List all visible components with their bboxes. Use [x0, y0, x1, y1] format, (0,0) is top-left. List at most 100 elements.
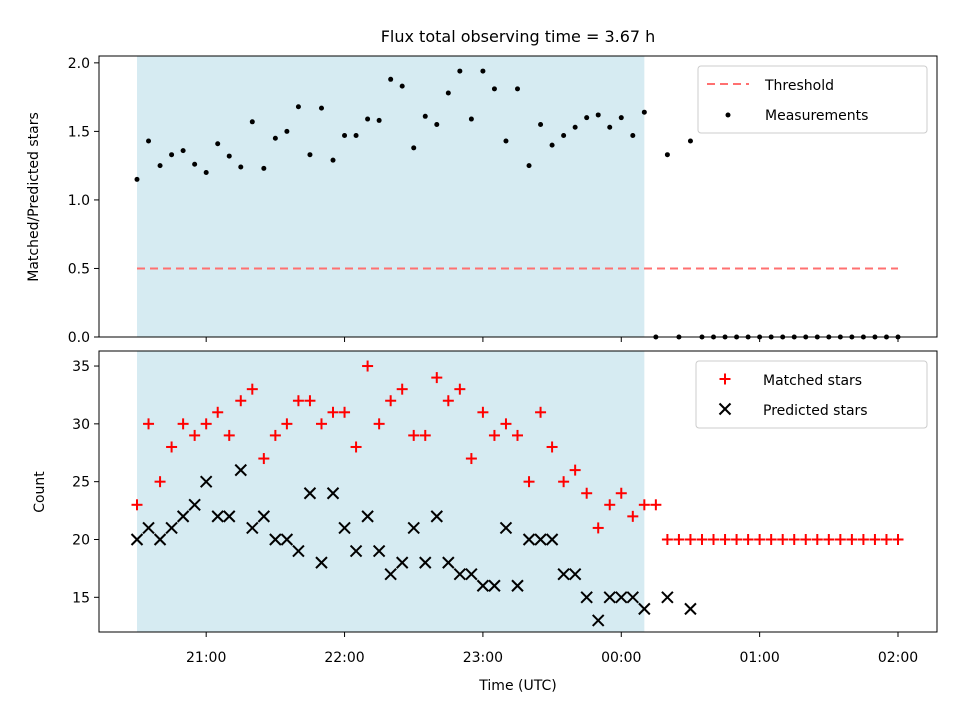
- predicted-star-point: [453, 567, 467, 581]
- predicted-star-point-b: [407, 521, 420, 535]
- matched-star-point: [512, 429, 523, 441]
- predicted-star-point: [280, 533, 294, 546]
- x-tick-label: 00:00: [601, 650, 641, 666]
- matched-star-point: [189, 429, 201, 441]
- predicted-star-point-b: [142, 521, 155, 535]
- matched-star-point: [177, 418, 189, 430]
- legend-matched-marker: [719, 373, 731, 385]
- matched-star-point: [754, 533, 766, 545]
- matched-star-point: [408, 429, 420, 441]
- predicted-star-point-b: [603, 591, 616, 604]
- predicted-star-point-b: [626, 591, 640, 604]
- measurement-point: [491, 86, 497, 92]
- predicted-star-point-b: [257, 510, 271, 523]
- legend-matched-swatch: [719, 373, 731, 385]
- legend-predicted-swatch: [718, 402, 732, 416]
- matched-star-point: [454, 383, 466, 395]
- predicted-star-point-b: [280, 533, 294, 546]
- measurement-point: [169, 152, 175, 158]
- bottom-y-tick-label: 25: [72, 475, 90, 491]
- bottom-axes-frame: [98, 350, 938, 633]
- measurement-point: [215, 141, 221, 147]
- top-axes-frame: [98, 55, 938, 338]
- matched-star-point: [281, 418, 293, 430]
- matched-star-point: [569, 464, 581, 476]
- measurement-point: [180, 148, 186, 154]
- matched-star-point: [857, 533, 869, 545]
- predicted-star-point-b: [522, 533, 536, 546]
- measurement-point: [157, 163, 163, 169]
- predicted-star-point: [257, 510, 271, 523]
- predicted-star-point-b: [372, 544, 386, 558]
- measurement-point: [353, 133, 359, 139]
- predicted-star-point-b: [580, 591, 593, 604]
- matched-star-point: [834, 533, 846, 545]
- bottom-y-tick-label: 35: [72, 359, 90, 375]
- measurement-point: [376, 117, 382, 123]
- predicted-star-point: [557, 567, 570, 581]
- bottom-legend: Matched stars Predicted stars: [695, 360, 928, 429]
- measurement-point: [503, 138, 509, 144]
- predicted-star-point: [499, 521, 513, 535]
- predicted-star-point: [661, 591, 674, 604]
- predicted-star-point: [407, 521, 420, 535]
- measurement-point: [584, 115, 590, 121]
- predicted-star-point: [684, 602, 697, 616]
- matched-star-point: [731, 533, 743, 545]
- matched-star-point: [719, 533, 731, 545]
- measurement-point: [572, 124, 578, 130]
- matched-star-point: [223, 429, 235, 441]
- matched-star-point: [292, 395, 304, 407]
- predicted-star-point: [292, 544, 305, 558]
- bottom-y-axis-label: Count: [32, 471, 48, 513]
- predicted-star-point-b: [499, 521, 513, 535]
- predicted-star-point-b: [384, 567, 397, 581]
- predicted-star-point-b: [361, 510, 374, 523]
- matched-star-point: [558, 476, 570, 488]
- matched-star-point: [777, 533, 789, 545]
- predicted-star-point: [176, 510, 190, 523]
- measurement-point: [687, 138, 693, 144]
- matched-star-point: [788, 533, 800, 545]
- bottom-y-tick-label: 20: [72, 532, 90, 548]
- predicted-star-point-b: [349, 544, 363, 558]
- matched-star-point: [615, 487, 627, 499]
- predicted-star-point: [522, 533, 536, 546]
- measurement-point: [365, 116, 371, 122]
- x-tick-label: 02:00: [878, 650, 918, 666]
- matched-star-point: [200, 418, 212, 430]
- chart-title: Flux total observing time = 3.67 h: [381, 27, 656, 46]
- predicted-star-point-b: [223, 510, 236, 523]
- predicted-star-point: [626, 591, 640, 604]
- predicted-star-point-b: [442, 556, 455, 569]
- measurement-point: [641, 109, 647, 115]
- predicted-star-point-b: [557, 567, 570, 581]
- predicted-star-point-b: [592, 614, 605, 627]
- predicted-star-point: [476, 579, 490, 592]
- night-band-bottom: [137, 351, 645, 632]
- matched-star-point: [339, 406, 351, 418]
- legend-measurements-swatch: [725, 112, 731, 118]
- legend-predicted-marker: [718, 402, 732, 416]
- matched-star-point: [892, 533, 904, 545]
- count-panel: 15 20 25 30 35 21:00 22:00 23:00 00:00 01:00 02:0…: [32, 350, 938, 694]
- matched-star-point: [581, 487, 593, 499]
- measurement-point: [388, 76, 394, 82]
- matched-star-point: [800, 533, 812, 545]
- measurement-point: [445, 90, 451, 96]
- legend-threshold-label: Threshold: [764, 78, 834, 94]
- matched-star-point: [235, 395, 247, 407]
- predicted-star-point: [338, 521, 351, 535]
- predicted-star-point-b: [453, 567, 467, 581]
- measurement-point: [630, 133, 636, 139]
- predicted-star-point: [165, 521, 178, 535]
- matched-star-point: [143, 418, 155, 430]
- predicted-star-point-b: [292, 544, 305, 558]
- measurement-point: [307, 152, 313, 158]
- predicted-star-point: [153, 533, 167, 546]
- matched-star-point: [535, 406, 547, 418]
- predicted-star-point: [395, 556, 409, 569]
- predicted-star-point-b: [326, 487, 340, 500]
- matched-star-point: [166, 441, 178, 453]
